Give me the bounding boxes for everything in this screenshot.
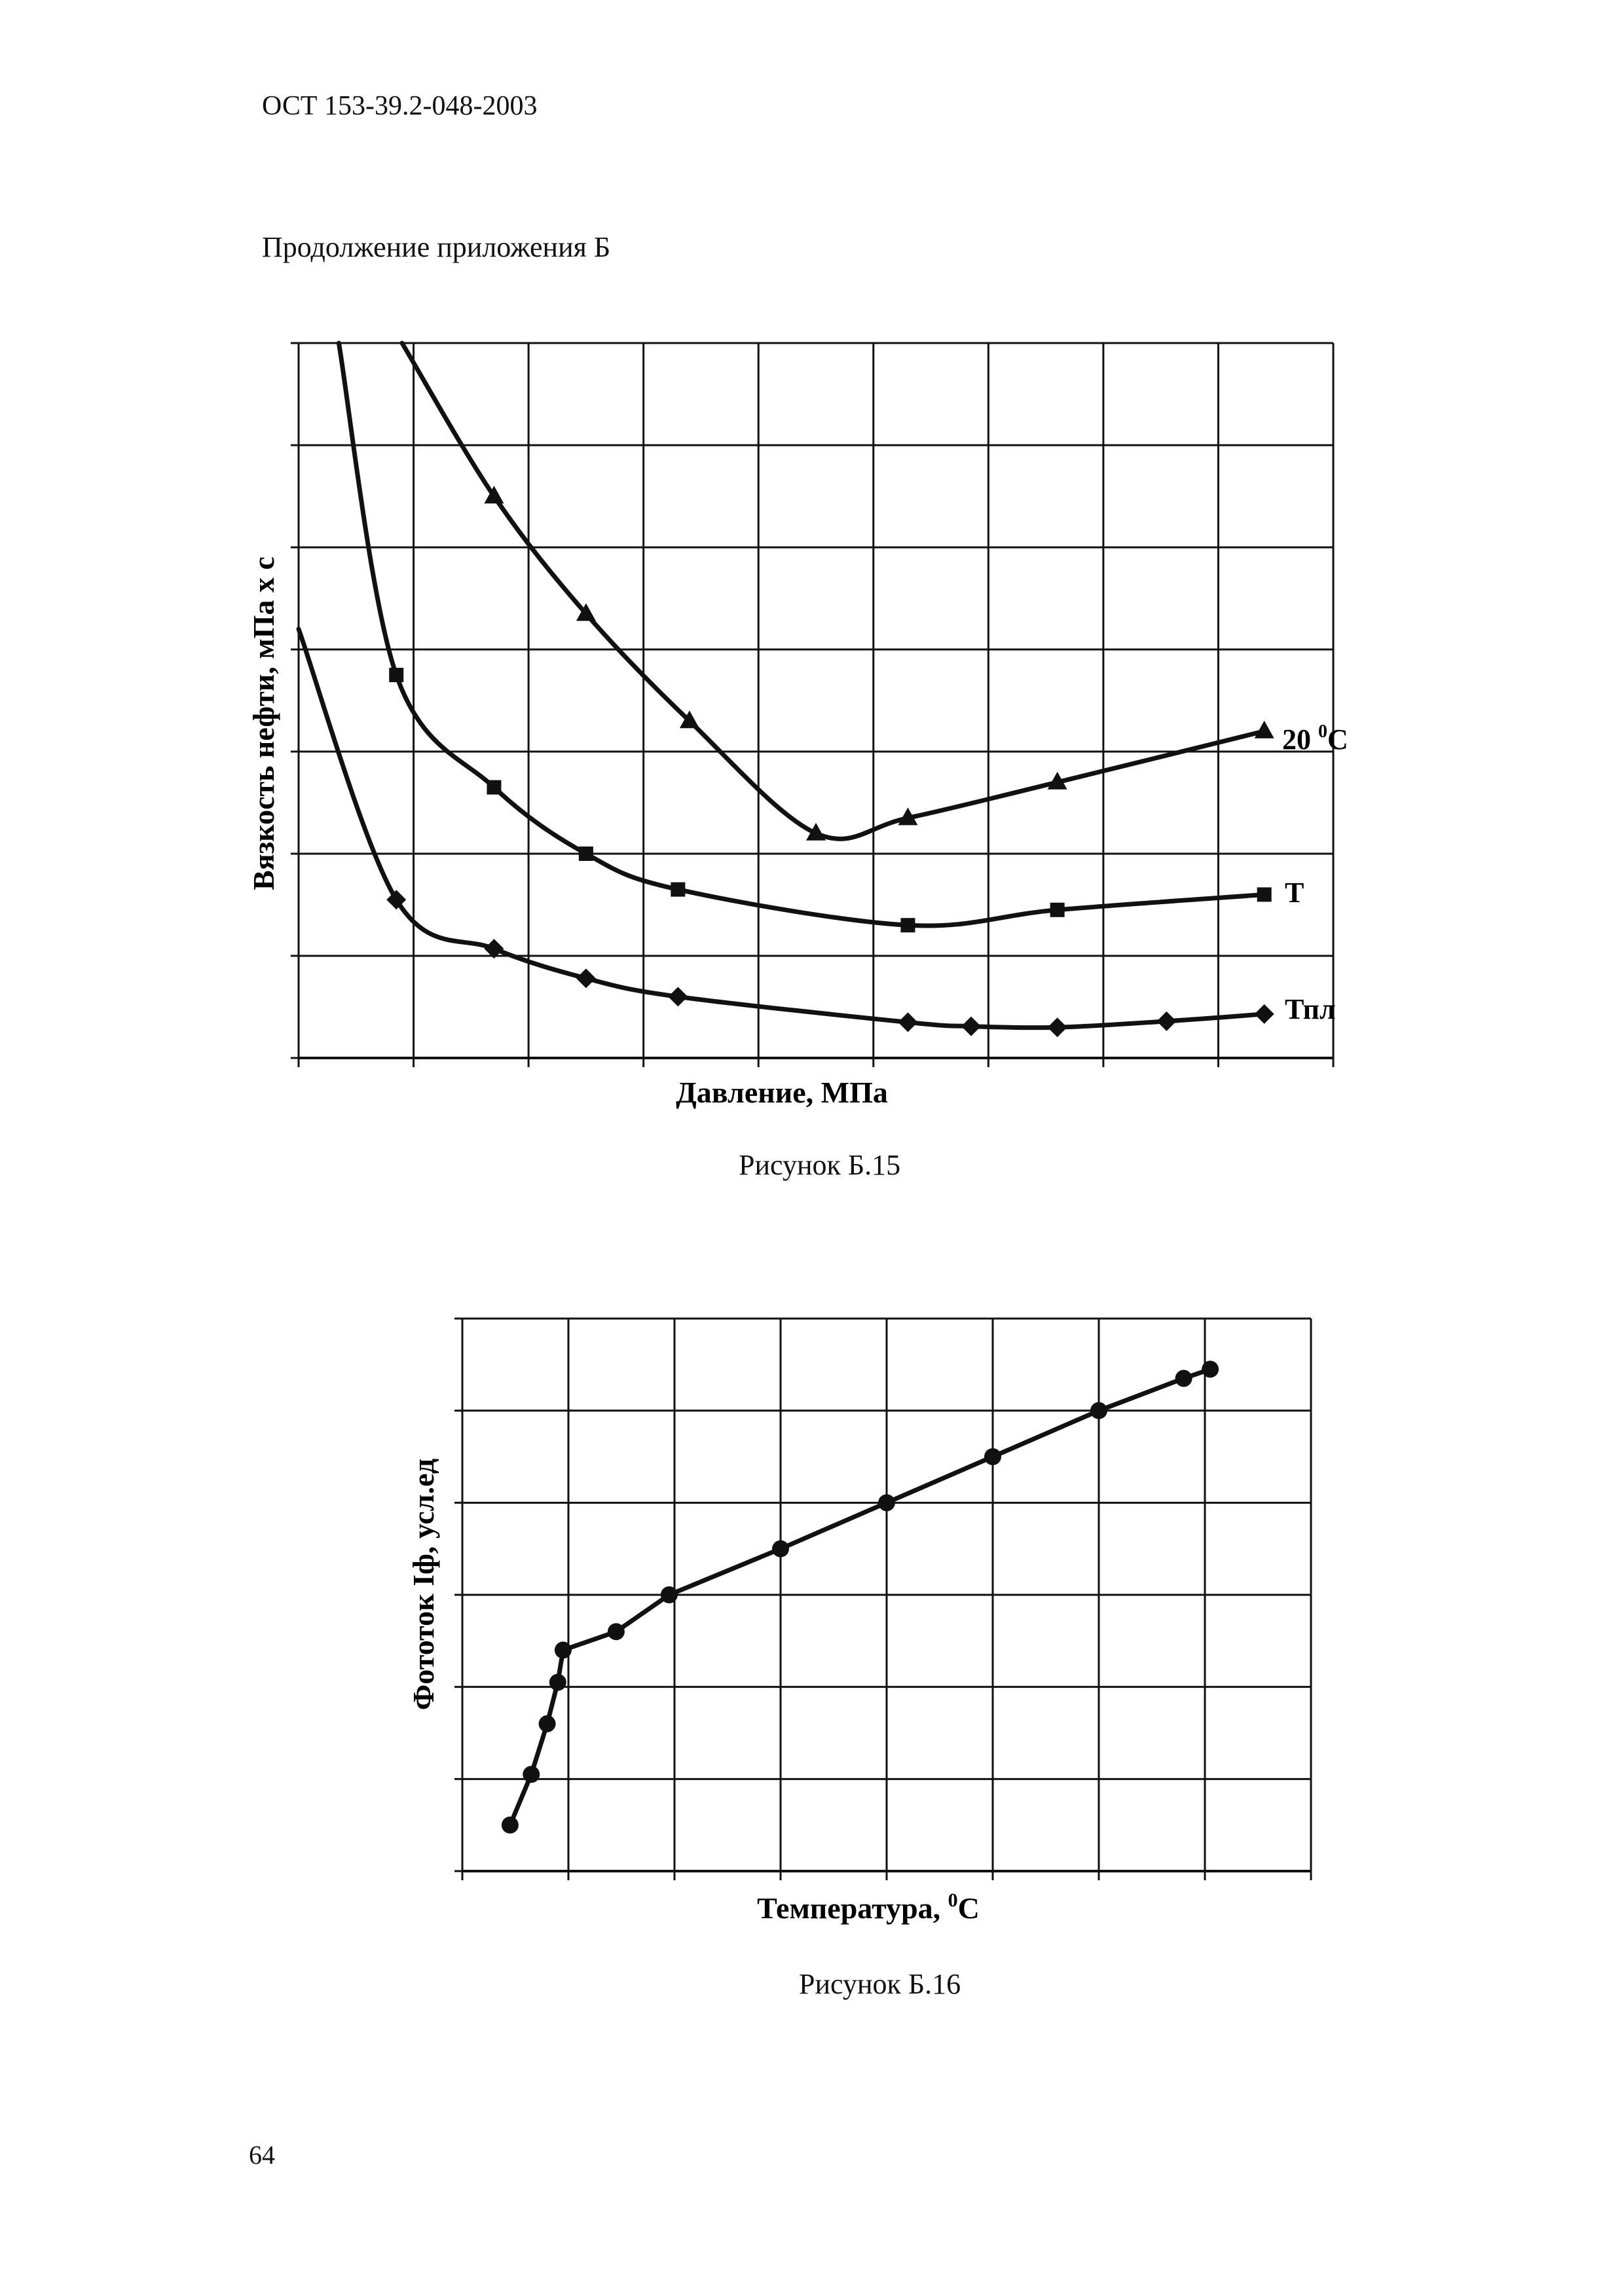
data-point — [576, 968, 596, 989]
chart1-markers — [386, 486, 1274, 1038]
data-point — [1254, 1004, 1274, 1024]
chart2-x-axis-label: Температура, 0С — [757, 1889, 980, 1925]
section-title: Продолжение приложения Б — [262, 231, 611, 263]
data-point — [576, 603, 596, 621]
chart2-grid — [461, 1317, 1312, 1872]
photocurrent-chart: Температура, 0С Фототок Iф, усл.ед — [407, 1317, 1312, 1925]
data-point — [984, 1448, 1001, 1465]
series-label-t: T — [1285, 877, 1304, 909]
chart1-x-axis-label: Давление, МПа — [676, 1076, 888, 1109]
data-point — [484, 939, 504, 959]
data-point — [549, 1673, 566, 1691]
chart2-y-axis-label: Фототок Iф, усл.ед — [407, 1459, 440, 1710]
series-label-20c: 20 0С — [1282, 721, 1348, 756]
data-point — [660, 1586, 678, 1603]
series-line-1 — [336, 340, 1267, 928]
data-point — [668, 987, 688, 1007]
chart1-ticks — [291, 342, 1335, 1067]
data-point — [772, 1540, 789, 1558]
series-label-tpl: Тпл — [1285, 993, 1336, 1025]
series-line-2 — [296, 627, 1267, 1030]
chart1-y-axis-label: Вязкость нефти, мПа х с — [247, 556, 280, 890]
page-number: 64 — [249, 2140, 275, 2170]
data-point — [898, 807, 918, 826]
data-point — [671, 882, 686, 897]
data-point — [501, 1816, 519, 1834]
data-point — [1156, 1011, 1177, 1031]
data-point — [484, 486, 504, 503]
data-point — [523, 1766, 540, 1783]
document-code: ОСТ 153-39.2-048-2003 — [262, 91, 538, 121]
data-point — [554, 1641, 572, 1659]
figure-caption-b15: Рисунок Б.15 — [739, 1149, 901, 1181]
chart2-markers — [501, 1360, 1219, 1834]
data-point — [538, 1715, 556, 1732]
data-point — [386, 890, 407, 910]
data-point — [607, 1623, 625, 1641]
data-point — [578, 847, 593, 861]
series-line-0 — [399, 340, 1267, 841]
figure-caption-b16: Рисунок Б.16 — [799, 1968, 961, 2000]
data-point — [389, 668, 404, 682]
photocurrent-line — [507, 1367, 1211, 1827]
data-point — [806, 822, 826, 841]
data-point — [898, 1012, 918, 1032]
data-point — [1254, 720, 1274, 738]
data-point — [487, 780, 502, 795]
data-point — [1047, 771, 1067, 790]
data-point — [1202, 1360, 1219, 1378]
chart2-lines — [507, 1367, 1211, 1827]
chart2-ticks — [454, 1317, 1312, 1880]
data-point — [878, 1494, 895, 1512]
chart1-grid — [297, 342, 1335, 1059]
data-point — [1175, 1370, 1192, 1387]
data-point — [679, 710, 699, 729]
data-point — [1257, 887, 1272, 902]
data-point — [1050, 902, 1065, 917]
data-point — [1090, 1402, 1107, 1419]
data-point — [900, 918, 915, 933]
data-point — [961, 1016, 981, 1036]
viscosity-chart: Давление, МПа Вязкость нефти, мПа х с 20… — [247, 340, 1348, 1109]
data-point — [1047, 1017, 1067, 1038]
